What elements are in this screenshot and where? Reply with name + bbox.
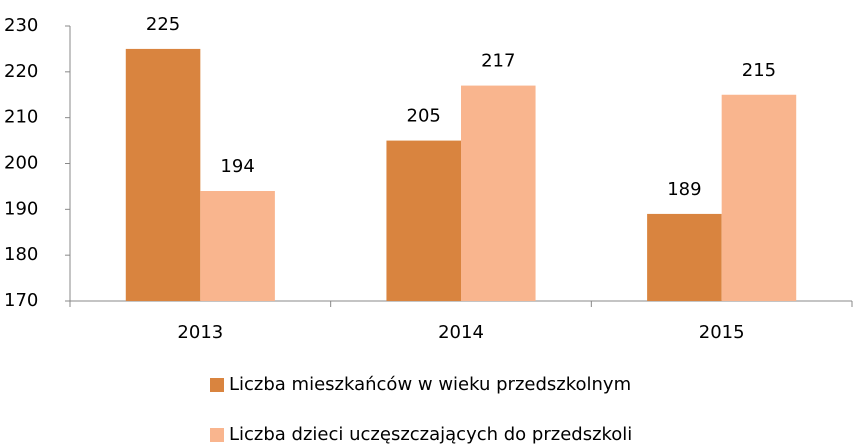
data-label: 225 <box>146 14 180 35</box>
y-tick-label: 200 <box>4 153 38 174</box>
bar <box>200 191 275 301</box>
bar <box>721 94 797 301</box>
y-tick-label: 210 <box>4 107 38 128</box>
x-tick-label: 2014 <box>438 322 484 343</box>
y-tick-label: 220 <box>4 61 38 82</box>
data-label: 194 <box>220 156 254 177</box>
legend-swatch <box>210 378 224 392</box>
y-tick-label: 170 <box>4 290 38 311</box>
bar <box>386 140 461 301</box>
y-tick-label: 180 <box>4 244 38 265</box>
legend-swatch <box>210 428 224 442</box>
bar <box>125 48 201 301</box>
x-tick-label: 2015 <box>699 322 745 343</box>
legend-label: Liczba dzieci uczęszczających do przedsz… <box>229 424 632 445</box>
data-label: 189 <box>667 179 701 200</box>
data-label: 205 <box>407 106 441 127</box>
bar <box>647 213 722 301</box>
y-tick-label: 230 <box>4 15 38 36</box>
legend-label: Liczba mieszkańców w wieku przedszkolnym <box>229 374 631 395</box>
data-label: 217 <box>481 51 515 72</box>
x-tick-label: 2013 <box>177 322 223 343</box>
bar <box>461 85 536 301</box>
data-label: 215 <box>742 60 776 81</box>
y-tick-label: 190 <box>4 198 38 219</box>
